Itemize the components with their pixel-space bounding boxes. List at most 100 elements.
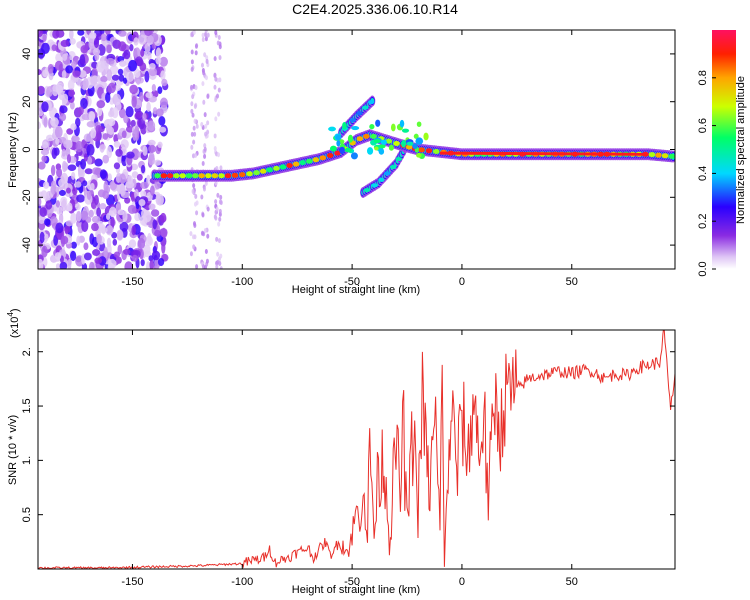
- noise-blob: [216, 259, 220, 265]
- noise-blob: [90, 182, 95, 191]
- noise-blob: [190, 49, 194, 55]
- noise-blob: [206, 32, 210, 38]
- noise-blob: [219, 194, 223, 200]
- noise-blob: [191, 188, 195, 194]
- noise-blob: [55, 138, 60, 145]
- noise-blob: [129, 43, 134, 52]
- noise-blob: [71, 171, 76, 180]
- noise-blob: [80, 97, 88, 110]
- noise-blob: [216, 192, 220, 198]
- noise-blob: [213, 72, 217, 78]
- noise-blob: [128, 59, 138, 72]
- noise-blob: [50, 184, 56, 195]
- turbulence-blob: [399, 119, 405, 128]
- noise-blob: [155, 56, 162, 65]
- colorbar-ticks: 0.0 0.2 0.4 0.6 0.8: [697, 70, 716, 277]
- noise-blob: [122, 210, 128, 222]
- turbulence-blob: [366, 147, 374, 155]
- noise-blob: [70, 123, 77, 131]
- noise-blob: [103, 246, 108, 259]
- noise-blob: [140, 164, 146, 174]
- main-trace-core: [418, 147, 425, 153]
- noise-blob: [75, 117, 81, 128]
- snr-panel: -150 -100 -50 0 50 0.5 1. 1.5 2. Height of strai…: [6, 308, 676, 596]
- noise-blob: [133, 47, 141, 60]
- noise-blob: [218, 216, 222, 222]
- main-trace-core: [218, 173, 225, 179]
- noise-blob: [116, 230, 124, 240]
- noise-blob: [148, 203, 156, 211]
- main-trace-core: [334, 150, 341, 156]
- noise-blob: [214, 180, 218, 186]
- noise-blob: [94, 158, 103, 167]
- noise-blob: [54, 252, 62, 260]
- noise-blob: [94, 257, 103, 264]
- noise-blob: [107, 258, 117, 269]
- noise-blob: [138, 199, 146, 207]
- noise-blob: [46, 86, 53, 97]
- noise-blob: [190, 59, 194, 65]
- noise-blob: [54, 60, 63, 71]
- noise-blob: [107, 82, 116, 94]
- noise-blob: [75, 140, 83, 153]
- noise-blob: [41, 101, 49, 113]
- noise-blob: [217, 238, 221, 244]
- noise-blob: [106, 146, 113, 159]
- noise-blob: [161, 241, 166, 254]
- noise-blob: [215, 166, 219, 172]
- noise-blob: [214, 215, 218, 221]
- noise-blob: [201, 81, 205, 87]
- noise-blob: [43, 117, 48, 128]
- noise-blob: [136, 173, 143, 181]
- noise-blob: [60, 235, 66, 248]
- noise-blob: [38, 121, 41, 130]
- noise-blob: [143, 250, 152, 258]
- snr-series-line: [38, 330, 675, 569]
- noise-blob: [147, 35, 154, 46]
- noise-blob: [146, 261, 151, 269]
- noise-blob: [205, 55, 209, 61]
- noise-blob: [40, 190, 48, 199]
- noise-blob: [86, 143, 95, 156]
- noise-blob: [147, 51, 152, 61]
- noise-blob: [125, 106, 134, 118]
- noise-blob: [203, 112, 207, 118]
- noise-blob: [123, 49, 131, 60]
- noise-blob: [115, 101, 122, 112]
- noise-blob: [90, 128, 97, 139]
- noise-blob: [217, 111, 221, 117]
- figure-title: C2E4.2025.336.06.10.R14: [292, 1, 458, 17]
- noise-blob: [70, 212, 77, 224]
- main-trace-core: [655, 152, 662, 158]
- noise-blob: [74, 181, 82, 188]
- noise-blob: [203, 146, 207, 152]
- noise-blob: [106, 44, 112, 54]
- x-tick-label: -50: [344, 576, 360, 588]
- noise-blob: [149, 62, 156, 70]
- snr-multiplier-close: ): [9, 308, 21, 312]
- lower-branch-core: [384, 171, 391, 176]
- noise-blob: [135, 56, 143, 67]
- main-trace-core: [239, 172, 246, 178]
- noise-blob: [142, 210, 152, 223]
- noise-blob: [154, 229, 162, 237]
- spectrogram-ticks: -150 -100 -50 0 50 -40 -20 0 20 40: [21, 30, 675, 288]
- noise-blob: [148, 144, 157, 153]
- x-tick-label: 50: [566, 276, 578, 288]
- main-trace-core: [370, 133, 377, 139]
- noise-blob: [67, 79, 75, 91]
- noise-blob: [50, 164, 56, 177]
- main-trace-core: [306, 158, 313, 164]
- x-tick-label: -100: [231, 276, 253, 288]
- main-trace-core: [173, 173, 180, 179]
- noise-blob: [113, 251, 120, 258]
- noise-blob: [190, 144, 194, 150]
- main-trace-core: [160, 173, 168, 179]
- noise-blob: [202, 70, 206, 76]
- noise-blob: [193, 118, 197, 124]
- noise-blob: [155, 47, 162, 59]
- noise-blob: [77, 106, 84, 116]
- noise-blob: [55, 30, 65, 38]
- noise-blob: [195, 210, 199, 216]
